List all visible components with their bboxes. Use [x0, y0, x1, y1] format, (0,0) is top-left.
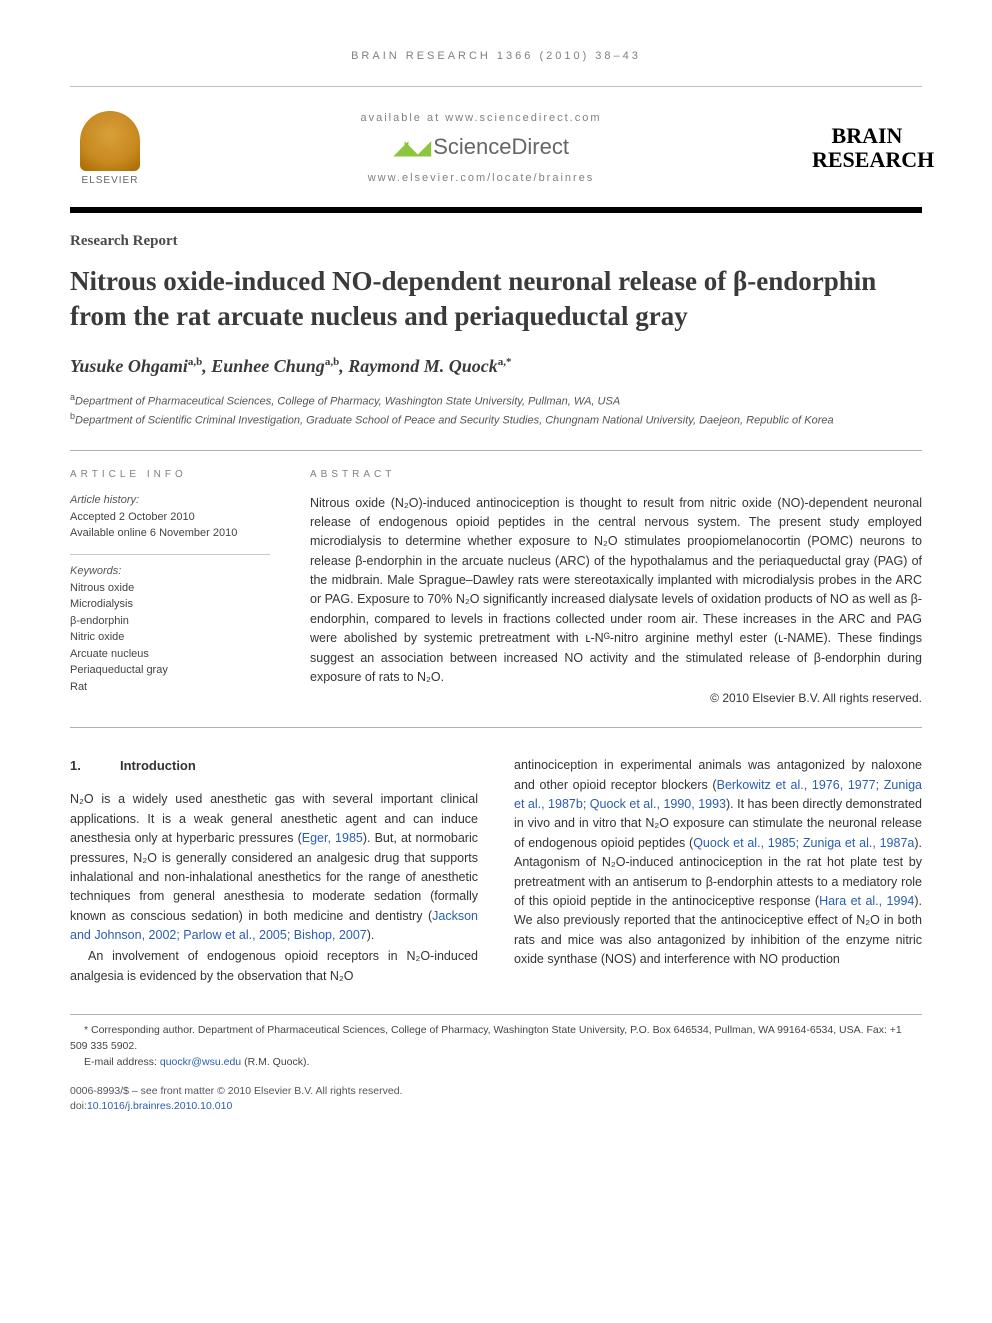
keyword: Microdialysis	[70, 596, 270, 613]
journal-title-line2: RESEARCH	[812, 148, 922, 172]
abstract-text: Nitrous oxide (N₂O)-induced antinocicept…	[310, 494, 922, 688]
body-paragraph: An involvement of endogenous opioid rece…	[70, 947, 478, 986]
keywords-list: Nitrous oxideMicrodialysisβ-endorphinNit…	[70, 580, 270, 696]
sciencedirect-logo[interactable]: ◢◣◢ ScienceDirect	[393, 134, 569, 160]
keyword: Periaqueductal gray	[70, 662, 270, 679]
journal-header: ELSEVIER available at www.sciencedirect.…	[70, 86, 922, 213]
email-line: E-mail address: quockr@wsu.edu (R.M. Quo…	[70, 1055, 922, 1071]
journal-cover-logo: BRAIN RESEARCH	[812, 124, 922, 172]
elsevier-logo: ELSEVIER	[70, 103, 150, 193]
page-container: BRAIN RESEARCH 1366 (2010) 38–43 ELSEVIE…	[0, 0, 992, 1154]
keyword: Nitric oxide	[70, 629, 270, 646]
body-paragraph: N₂O is a widely used anesthetic gas with…	[70, 790, 478, 945]
abstract-copyright: © 2010 Elsevier B.V. All rights reserved…	[310, 691, 922, 705]
elsevier-text: ELSEVIER	[82, 175, 139, 186]
keyword: β-endorphin	[70, 613, 270, 630]
doi-line: doi:10.1016/j.brainres.2010.10.010	[70, 1099, 922, 1114]
doi-link[interactable]: 10.1016/j.brainres.2010.10.010	[87, 1100, 232, 1112]
abstract-column: ABSTRACT Nitrous oxide (N₂O)-induced ant…	[310, 469, 922, 706]
running-head: BRAIN RESEARCH 1366 (2010) 38–43	[70, 50, 922, 62]
article-info-column: ARTICLE INFO Article history: Accepted 2…	[70, 469, 270, 706]
email-link[interactable]: quockr@wsu.edu	[160, 1056, 241, 1068]
accepted-date: Accepted 2 October 2010	[70, 509, 270, 526]
issn-line: 0006-8993/$ – see front matter © 2010 El…	[70, 1084, 922, 1099]
article-type: Research Report	[70, 233, 922, 250]
online-date: Available online 6 November 2010	[70, 525, 270, 542]
keyword: Rat	[70, 679, 270, 696]
keyword: Nitrous oxide	[70, 580, 270, 597]
citation-link[interactable]: Eger, 1985	[302, 831, 363, 845]
available-at: available at www.sciencedirect.com	[150, 112, 812, 124]
author-list: Yusuke Ohgamia,b, Eunhee Chunga,b, Raymo…	[70, 356, 922, 377]
history-label: Article history:	[70, 494, 270, 506]
sciencedirect-text: ScienceDirect	[433, 134, 569, 160]
info-divider	[70, 554, 270, 555]
info-abstract-row: ARTICLE INFO Article history: Accepted 2…	[70, 451, 922, 728]
article-info-label: ARTICLE INFO	[70, 469, 270, 480]
citation-link[interactable]: Hara et al., 1994	[819, 894, 914, 908]
section-title: Introduction	[120, 758, 196, 773]
header-center: available at www.sciencedirect.com ◢◣◢ S…	[150, 112, 812, 184]
affiliation: bDepartment of Scientific Criminal Inves…	[70, 410, 922, 429]
corresponding-author: * Corresponding author. Department of Ph…	[70, 1023, 922, 1055]
locate-url[interactable]: www.elsevier.com/locate/brainres	[150, 172, 812, 184]
body-paragraph: antinociception in experimental animals …	[514, 756, 922, 969]
body-column-right: antinociception in experimental animals …	[514, 756, 922, 988]
divider-bottom	[70, 727, 922, 728]
citation-link[interactable]: Quock et al., 1985; Zuniga et al., 1987a	[693, 836, 914, 850]
journal-title-line1: BRAIN	[812, 124, 922, 148]
affiliations: aDepartment of Pharmaceutical Sciences, …	[70, 391, 922, 429]
keyword: Arcuate nucleus	[70, 646, 270, 663]
footnotes: * Corresponding author. Department of Ph…	[70, 1014, 922, 1070]
front-matter: 0006-8993/$ – see front matter © 2010 El…	[70, 1084, 922, 1113]
section-heading: 1.Introduction	[70, 756, 478, 776]
affiliation: aDepartment of Pharmaceutical Sciences, …	[70, 391, 922, 410]
body-column-left: 1.Introduction N₂O is a widely used anes…	[70, 756, 478, 988]
abstract-label: ABSTRACT	[310, 469, 922, 480]
section-number: 1.	[70, 756, 120, 776]
article-title: Nitrous oxide-induced NO-dependent neuro…	[70, 264, 922, 334]
sciencedirect-icon: ◢◣◢	[393, 135, 427, 160]
keywords-label: Keywords:	[70, 565, 270, 577]
elsevier-tree-icon	[80, 111, 140, 171]
body-columns: 1.Introduction N₂O is a widely used anes…	[70, 756, 922, 988]
